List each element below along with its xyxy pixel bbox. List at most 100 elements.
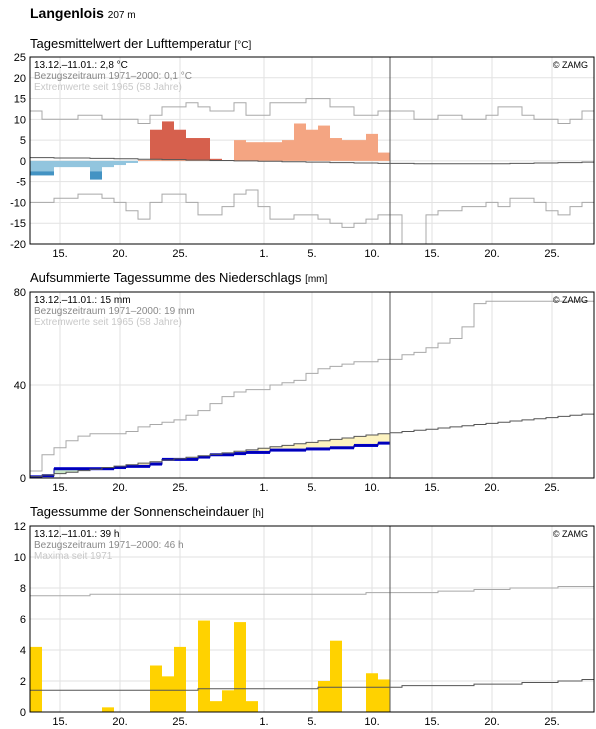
sunshine-x-tick-label: 5. (307, 716, 316, 728)
temperature-normal-line (30, 157, 594, 165)
temperature-y-tick-label: -15 (10, 218, 26, 230)
sunshine-title-text: Tagessumme der Sonnenscheindauer (30, 504, 249, 519)
temperature-bar (42, 160, 54, 172)
precipitation-surplus-area (66, 468, 78, 473)
sunshine-x-tick-label: 25. (544, 716, 559, 728)
precipitation-y-tick-label: 80 (14, 287, 26, 299)
temperature-bar (234, 140, 246, 161)
precipitation-deficit-area (378, 433, 390, 444)
precipitation-x-tick-label: 25. (544, 482, 559, 494)
temperature-bar-deep-part (30, 171, 42, 176)
sunshine-y-tick-label: 0 (20, 707, 26, 719)
sunshine-bar (30, 646, 42, 712)
sunshine-y-tick-label: 10 (14, 552, 26, 564)
temperature-bar (258, 142, 270, 161)
temperature-bar (174, 129, 186, 160)
temperature-x-tick-label: 10. (364, 248, 379, 260)
sunshine-bar (222, 690, 234, 712)
sunshine-bar (330, 640, 342, 712)
temperature-bar-deep-part (90, 171, 102, 180)
temperature-y-tick-label: 0 (20, 156, 26, 168)
sunshine-bar (318, 681, 330, 712)
temperature-x-tick-label: 25. (172, 248, 187, 260)
precipitation-deficit-area (138, 463, 150, 467)
sunshine-y-tick-label: 8 (20, 583, 26, 595)
precipitation-deficit-area (258, 448, 270, 453)
precipitation-credit: © ZAMG (553, 295, 588, 305)
temperature-x-tick-label: 20. (484, 248, 499, 260)
temperature-bar (330, 138, 342, 161)
sunshine-plot-frame (29, 525, 595, 713)
temperature-bar (78, 160, 90, 168)
temperature-y-tick-label: 15 (14, 94, 26, 106)
precipitation-plot-frame (29, 291, 595, 479)
precipitation-deficit-area (306, 442, 318, 449)
sunshine-legend-2: Bezugszeitraum 1971–2000: 46 h (34, 540, 184, 551)
temperature-y-tick-label: 5 (20, 135, 26, 147)
precipitation-deficit-area (330, 439, 342, 448)
sunshine-y-tick-label: 4 (20, 645, 26, 657)
temperature-chart: 25 20 15 10 5 0 -5 -10 -15 -20 15. 20. 25. 1. 5. 10. 15.… (10, 52, 595, 260)
temperature-legend-1: 13.12.–11.01.: 2,8 °C (34, 60, 128, 71)
temperature-y-tick-label: -5 (16, 177, 26, 189)
precipitation-y-tick-label: 40 (14, 380, 26, 392)
sunshine-maxima-line (30, 586, 594, 597)
precipitation-title-text: Aufsummierte Tagessumme des Niederschlag… (30, 270, 302, 285)
sunshine-y-tick-label: 6 (20, 614, 26, 626)
precipitation-deficit-area (318, 440, 330, 449)
sunshine-chart: 12 10 8 6 4 2 0 15. 20. 25. 1. 5. 10. 15. 20. 25. 13.12.… (14, 521, 595, 728)
sunshine-bar (378, 679, 390, 712)
precipitation-x-tick-label: 5. (307, 482, 316, 494)
temperature-bar (270, 142, 282, 161)
precipitation-unit: mm (307, 274, 325, 285)
temperature-x-tick-label: 1. (259, 248, 268, 260)
sunshine-bar (246, 701, 258, 712)
precipitation-cumulative-line (30, 442, 390, 478)
temperature-bar-deep-part (42, 171, 54, 176)
sunshine-bar (234, 622, 246, 712)
sunshine-bar (162, 676, 174, 712)
temperature-y-tick-label: -10 (10, 197, 26, 209)
temperature-x-tick-label: 25. (544, 248, 559, 260)
temperature-bar (282, 140, 294, 161)
sunshine-y-tick-label: 12 (14, 521, 26, 533)
temperature-bar (54, 160, 66, 168)
temperature-bar (318, 125, 330, 161)
precipitation-deficit-area (270, 446, 282, 451)
temperature-bar-normal-part (174, 159, 186, 161)
sunshine-x-tick-label: 15. (424, 716, 439, 728)
sunshine-bar (102, 707, 114, 712)
sunshine-credit: © ZAMG (553, 529, 588, 539)
precipitation-deficit-area (366, 434, 378, 446)
sunshine-y-tick-label: 2 (20, 676, 26, 688)
precipitation-deficit-area (354, 436, 366, 446)
station-header: Langenlois 207 m (30, 5, 136, 21)
precipitation-deficit-area (294, 443, 306, 451)
station-altitude: 207 m (107, 10, 136, 21)
temperature-bar (378, 152, 390, 161)
sunshine-bar (210, 701, 222, 712)
precipitation-x-tick-label: 15. (424, 482, 439, 494)
temperature-legend-3: Extremwerte seit 1965 (58 Jahre) (34, 82, 182, 93)
temperature-bar (90, 160, 102, 172)
precipitation-x-tick-label: 10. (364, 482, 379, 494)
temperature-bar (342, 140, 354, 161)
precipitation-legend-3: Extremwerte seit 1965 (58 Jahre) (34, 317, 182, 328)
temperature-bar (366, 133, 378, 161)
temperature-x-tick-label: 5. (307, 248, 316, 260)
sunshine-legend-1: 13.12.–11.01.: 39 h (34, 529, 119, 540)
sunshine-title: Tagessumme der Sonnenscheindauer [h] (30, 504, 264, 519)
temperature-title-text: Tagesmittelwert der Lufttemperatur (30, 36, 231, 51)
precipitation-legend-1: 13.12.–11.01.: 15 mm (34, 295, 131, 306)
sunshine-bar (150, 665, 162, 712)
precipitation-x-tick-label: 15. (52, 482, 67, 494)
temperature-bar (354, 140, 366, 161)
temperature-bar (210, 158, 222, 161)
temperature-extreme-min-line (30, 189, 594, 245)
precipitation-y-tick-label: 0 (20, 473, 26, 485)
temperature-y-tick-label: 20 (14, 73, 26, 85)
temperature-y-tick-label: -20 (10, 239, 26, 251)
temperature-extreme-max-line (30, 98, 594, 124)
sunshine-x-tick-label: 20. (484, 716, 499, 728)
precipitation-chart: 80 40 0 15. 20. 25. 1. 5. 10. 15. 20. 25. 13.12.–11.… (14, 287, 595, 494)
